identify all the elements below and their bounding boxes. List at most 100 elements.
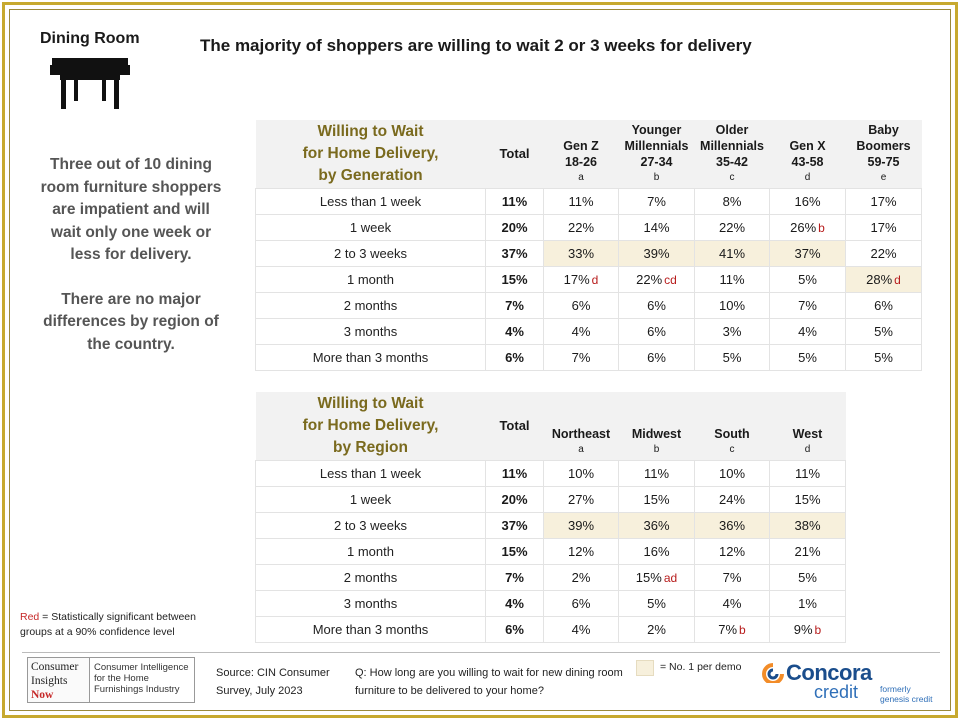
value-cell: 5% bbox=[694, 344, 770, 371]
cell-value: 22% bbox=[636, 272, 663, 287]
value-cell: 7% b bbox=[694, 615, 770, 643]
cell-value: 15% bbox=[794, 491, 821, 507]
cell-value: 26% bbox=[790, 220, 817, 235]
column-letter: a bbox=[578, 172, 584, 183]
cell-value: 22% bbox=[870, 246, 897, 261]
legend-red-word: Red bbox=[20, 611, 40, 623]
total-cell: 6% bbox=[485, 615, 544, 643]
total-cell: 7% bbox=[485, 563, 544, 591]
region-table-column-header: Midwest b bbox=[618, 392, 695, 460]
cell-value: 36% bbox=[643, 517, 670, 533]
row-label: 2 to 3 weeks bbox=[255, 240, 486, 267]
cell-value: 11% bbox=[568, 194, 594, 209]
value-cell: 12% bbox=[543, 537, 619, 565]
cell-value: 7% bbox=[718, 621, 738, 637]
value-cell: 4% bbox=[543, 318, 619, 345]
total-cell: 4% bbox=[485, 318, 544, 345]
value-cell: 38% bbox=[769, 511, 846, 539]
summary-paragraph-2: There are no major differences by region… bbox=[43, 290, 219, 353]
generation-table-row: 2 to 3 weeks 37% 33% 39% 41% 37% 22% bbox=[255, 240, 922, 267]
cell-value: 7% bbox=[722, 569, 742, 585]
generation-table-column-header: Baby Boomers 59-75 e bbox=[845, 120, 922, 189]
cell-value: 5% bbox=[798, 272, 817, 287]
value-cell: 12% bbox=[694, 537, 770, 565]
value-cell: 26% b bbox=[769, 214, 846, 241]
region-table-header-row: Willing to Wait for Home Delivery, by Regi… bbox=[255, 392, 846, 460]
summary-text: Three out of 10 dining room furniture sh… bbox=[36, 154, 226, 356]
generation-table-row: 3 months 4% 4% 6% 3% 4% 5% bbox=[255, 318, 922, 345]
no1-legend-label: = No. 1 per demo bbox=[660, 661, 742, 673]
value-cell: 41% bbox=[694, 240, 770, 267]
value-cell: 5% bbox=[618, 589, 695, 617]
cell-value: 6% bbox=[874, 298, 893, 313]
cell-value: 16% bbox=[794, 194, 821, 209]
value-cell: 4% bbox=[694, 589, 770, 617]
value-cell: 17% bbox=[845, 188, 922, 215]
region-table-row: More than 3 months 6% 4% 2% 7% b 9% b bbox=[255, 615, 846, 643]
generation-table-row: 1 month 15% 17% d 22% cd 11% 5% 28% d bbox=[255, 266, 922, 293]
significance-legend: Red = Statistically significant between … bbox=[20, 610, 220, 640]
significance-marker: ad bbox=[663, 570, 678, 585]
cell-value: 17% bbox=[870, 194, 897, 209]
column-letter: e bbox=[880, 172, 887, 183]
row-label: Less than 1 week bbox=[255, 188, 486, 215]
total-cell: 20% bbox=[485, 214, 544, 241]
column-letter: d bbox=[804, 443, 811, 455]
legend-red-text: = Statistically significant between grou… bbox=[20, 611, 196, 638]
column-letter: b bbox=[653, 172, 660, 183]
value-cell: 17% d bbox=[543, 266, 619, 293]
value-cell: 11% bbox=[769, 459, 846, 487]
cell-value: 3% bbox=[722, 324, 742, 339]
value-cell: 39% bbox=[618, 240, 695, 267]
cell-value: 11% bbox=[643, 465, 670, 481]
cell-value: 7% bbox=[571, 350, 591, 365]
row-label: 1 week bbox=[255, 485, 486, 513]
cell-value: 39% bbox=[567, 517, 595, 533]
cell-value: 5% bbox=[722, 350, 742, 365]
cell-value: 2% bbox=[647, 621, 666, 637]
cell-value: 21% bbox=[794, 543, 821, 559]
row-label: 1 week bbox=[255, 214, 486, 241]
cin-logo: Consumer Insights Now Consumer Intellige… bbox=[27, 657, 195, 703]
row-label: 3 months bbox=[255, 318, 486, 345]
value-cell: 37% bbox=[769, 240, 846, 267]
cell-value: 17% bbox=[563, 272, 590, 287]
cell-value: 4% bbox=[722, 595, 742, 611]
row-label: More than 3 months bbox=[255, 344, 486, 371]
value-cell: 6% bbox=[543, 292, 619, 319]
formerly-note: formerly genesis credit bbox=[880, 684, 933, 704]
value-cell: 24% bbox=[694, 485, 770, 513]
row-label: 1 month bbox=[255, 266, 486, 293]
value-cell: 10% bbox=[694, 292, 770, 319]
significance-marker: cd bbox=[664, 273, 677, 287]
value-cell: 6% bbox=[618, 292, 695, 319]
value-cell: 27% bbox=[543, 485, 619, 513]
slide-inner-border bbox=[9, 9, 951, 711]
value-cell: 7% bbox=[694, 563, 770, 591]
cell-value: 5% bbox=[647, 595, 666, 611]
generation-table-row: 2 months 7% 6% 6% 10% 7% 6% bbox=[255, 292, 922, 319]
value-cell: 6% bbox=[845, 292, 922, 319]
value-cell: 7% bbox=[618, 188, 695, 215]
region-table-title: Willing to Wait for Home Delivery, by Regi… bbox=[255, 392, 486, 460]
cell-value: 22% bbox=[567, 220, 595, 235]
cell-value: 37% bbox=[794, 246, 821, 261]
generation-table-column-header: Younger Millennials 27-34 b bbox=[618, 120, 695, 189]
generation-table-grid: Willing to Wait for Home Delivery, by Gene… bbox=[255, 120, 922, 371]
total-cell: 20% bbox=[485, 485, 544, 513]
value-cell: 22% bbox=[845, 240, 922, 267]
value-cell: 5% bbox=[769, 563, 846, 591]
region-table-row: 3 months 4% 6% 5% 4% 1% bbox=[255, 589, 846, 617]
concora-credit-text: credit bbox=[814, 682, 859, 702]
total-cell: 15% bbox=[485, 266, 544, 293]
region-table-row: 2 to 3 weeks 37% 39% 36% 36% 38% bbox=[255, 511, 846, 539]
value-cell: 28% d bbox=[845, 266, 922, 293]
cell-value: 27% bbox=[567, 491, 595, 507]
column-letter: a bbox=[578, 443, 584, 455]
generation-table-column-header: Gen X 43-58 d bbox=[769, 120, 846, 189]
region-table-column-header: South c bbox=[694, 392, 770, 460]
value-cell: 22% bbox=[543, 214, 619, 241]
value-cell: 10% bbox=[694, 459, 770, 487]
region-table-column-header: Northeast a bbox=[543, 392, 619, 460]
value-cell: 5% bbox=[845, 318, 922, 345]
